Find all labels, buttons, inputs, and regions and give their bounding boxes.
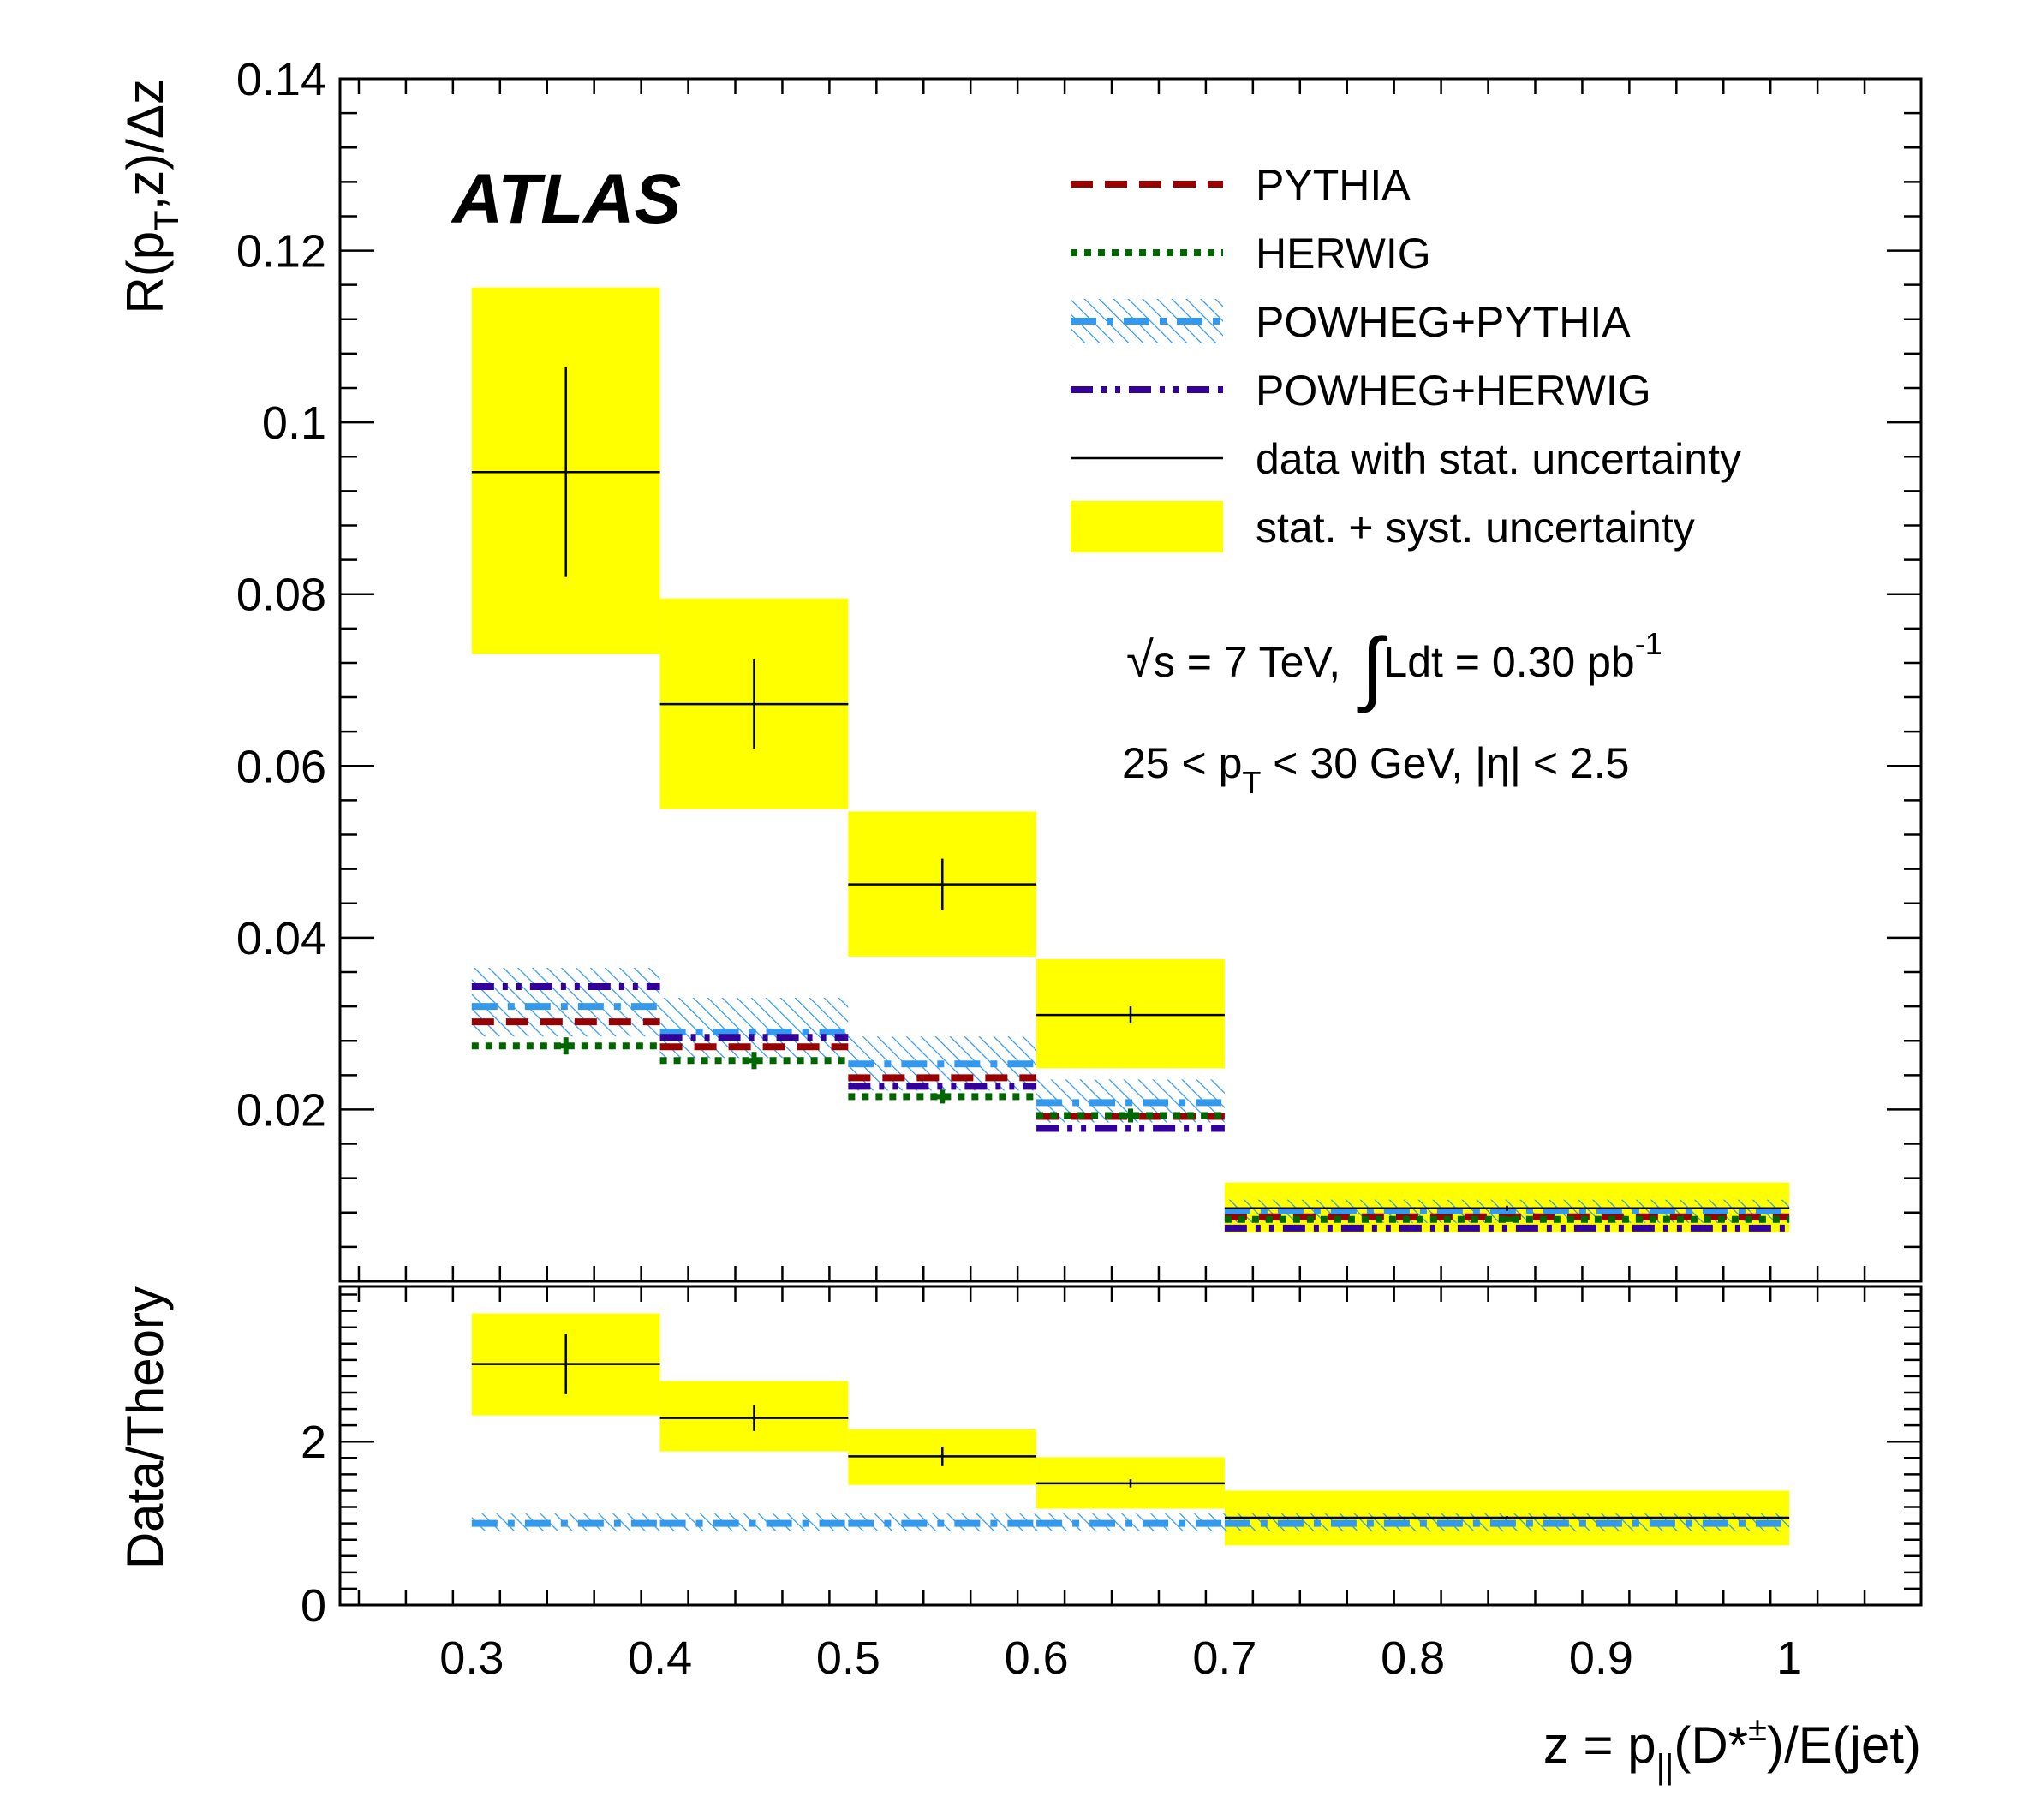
legend-label: POWHEG+HERWIG [1256, 367, 1651, 415]
legend-label: stat. + syst. uncertainty [1256, 504, 1695, 552]
main-y-tick-labels: 0.14 0.12 0.1 0.08 0.06 0.04 0.02 [236, 54, 326, 1136]
x-tick-label: 0.9 [1569, 1632, 1633, 1684]
x-tick-label: 0.4 [628, 1632, 692, 1684]
x-tick-labels: 0.3 0.4 0.5 0.6 0.7 0.8 0.9 1 [439, 1632, 1802, 1684]
energy-lumi-annotation: √s = 7 TeV, ∫Ldt = 0.30 pb-1 [1126, 622, 1662, 713]
y-tick-label: 0.02 [236, 1084, 326, 1136]
kinematics-annotation: 25 < pT < 30 GeV, |η| < 2.5 [1122, 739, 1629, 800]
ratio-y-tick-labels: 20 [301, 1417, 326, 1632]
legend-label: HERWIG [1256, 230, 1431, 277]
x-tick-label: 0.5 [816, 1632, 880, 1684]
main-axis-ticks [340, 77, 1921, 1281]
powheg-pythia-uncertainty-band [471, 967, 660, 1037]
x-tick-label: 0.7 [1192, 1632, 1256, 1684]
x-tick-label: 1 [1776, 1632, 1802, 1684]
legend-label: data with stat. uncertainty [1256, 435, 1741, 483]
y-axis-title-ratio: Data/Theory [116, 1286, 174, 1569]
y-tick-label: 2 [301, 1417, 326, 1468]
legend-label: POWHEG+PYTHIA [1256, 298, 1631, 346]
atlas-label: ATLAS [451, 160, 681, 238]
legend-label: PYTHIA [1256, 161, 1411, 209]
x-tick-label: 0.6 [1005, 1632, 1069, 1684]
y-axis-title-main: R(pT,z)/Δz [116, 79, 186, 314]
powheg-pythia-uncertainty-band [659, 998, 849, 1059]
main-data-points [471, 367, 1790, 1211]
ratio-frame [338, 1285, 1923, 1607]
ratio-axis-ticks [340, 1286, 1921, 1607]
y-tick-label: 0.04 [236, 913, 326, 964]
x-axis-title: z = p||(D*±)/E(jet) [1543, 1710, 1921, 1786]
ratio-panel: 20 0.3 0.4 0.5 0.6 0.7 0.8 0.9 1 [301, 1285, 1923, 1684]
main-panel: 0.14 0.12 0.1 0.08 0.06 0.04 0.02 [236, 54, 1923, 1283]
y-tick-label: 0 [301, 1580, 326, 1632]
legend: PYTHIA HERWIG POWHEG+PYTHIA POWHEG+HERWIG da… [1071, 161, 1741, 552]
y-tick-label: 0.1 [262, 397, 326, 449]
y-tick-label: 0.12 [236, 226, 326, 277]
x-tick-label: 0.8 [1381, 1632, 1445, 1684]
y-tick-label: 0.06 [236, 741, 326, 792]
y-tick-label: 0.14 [236, 54, 326, 105]
y-tick-label: 0.08 [236, 570, 326, 621]
legend-swatch-syst-band [1071, 501, 1223, 552]
ratio-data-points [471, 1334, 1790, 1519]
x-tick-label: 0.3 [439, 1632, 504, 1684]
main-frame [338, 77, 1923, 1283]
